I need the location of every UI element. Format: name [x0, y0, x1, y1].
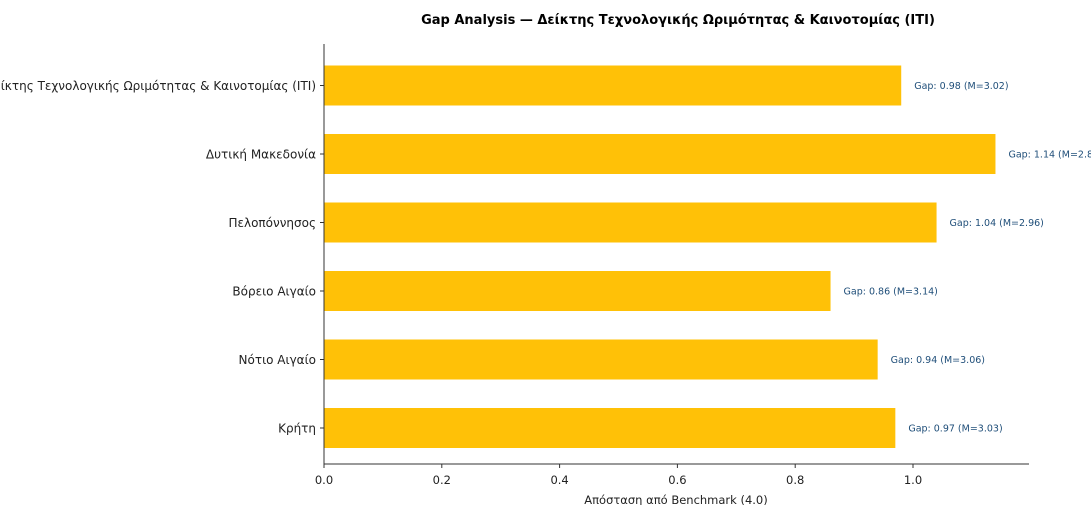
x-tick-label: 0.4: [550, 473, 568, 487]
bar: [324, 339, 878, 380]
chart-title: Gap Analysis — Δείκτης Τεχνολογικής Ωριμ…: [421, 13, 935, 28]
x-axis-label: Απόσταση από Benchmark (4.0): [584, 493, 767, 505]
bar: [324, 271, 831, 311]
data-label: Gap: 1.04 (M=2.96): [950, 218, 1044, 229]
data-label: Gap: 1.14 (M=2.86): [1008, 150, 1091, 161]
data-label: Gap: 0.86 (M=3.14): [844, 287, 938, 298]
bars-layer: Gap: 0.98 (M=3.02) Gap: 1.14 (M=2.86) Gap:…: [324, 65, 1091, 448]
category-label: Κρήτη: [278, 422, 316, 436]
bar: [324, 65, 902, 106]
x-tick-label: 0.6: [668, 473, 686, 487]
bar: [324, 202, 937, 243]
bar: [324, 134, 996, 174]
data-label: Gap: 0.98 (M=3.02): [914, 81, 1008, 92]
x-tick-label: 1.0: [904, 473, 922, 487]
category-label: Νότιο Αιγαίο: [239, 353, 316, 367]
category-label: Βόρειο Αιγαίο: [232, 285, 316, 299]
x-tick-label: 0.0: [315, 473, 333, 487]
x-tick-label: 0.8: [786, 473, 804, 487]
category-label: Πελοπόννησος: [228, 216, 316, 230]
axes-layer: Δείκτης Τεχνολογικής Ωριμότητας & Καινοτ…: [0, 44, 1029, 487]
data-label: Gap: 0.94 (M=3.06): [891, 355, 985, 366]
x-tick-label: 0.2: [433, 473, 451, 487]
category-label: Δείκτης Τεχνολογικής Ωριμότητας & Καινοτ…: [0, 79, 316, 93]
category-label: Δυτική Μακεδονία: [206, 148, 316, 162]
data-label: Gap: 0.97 (M=3.03): [908, 424, 1002, 435]
bar: [324, 408, 896, 448]
